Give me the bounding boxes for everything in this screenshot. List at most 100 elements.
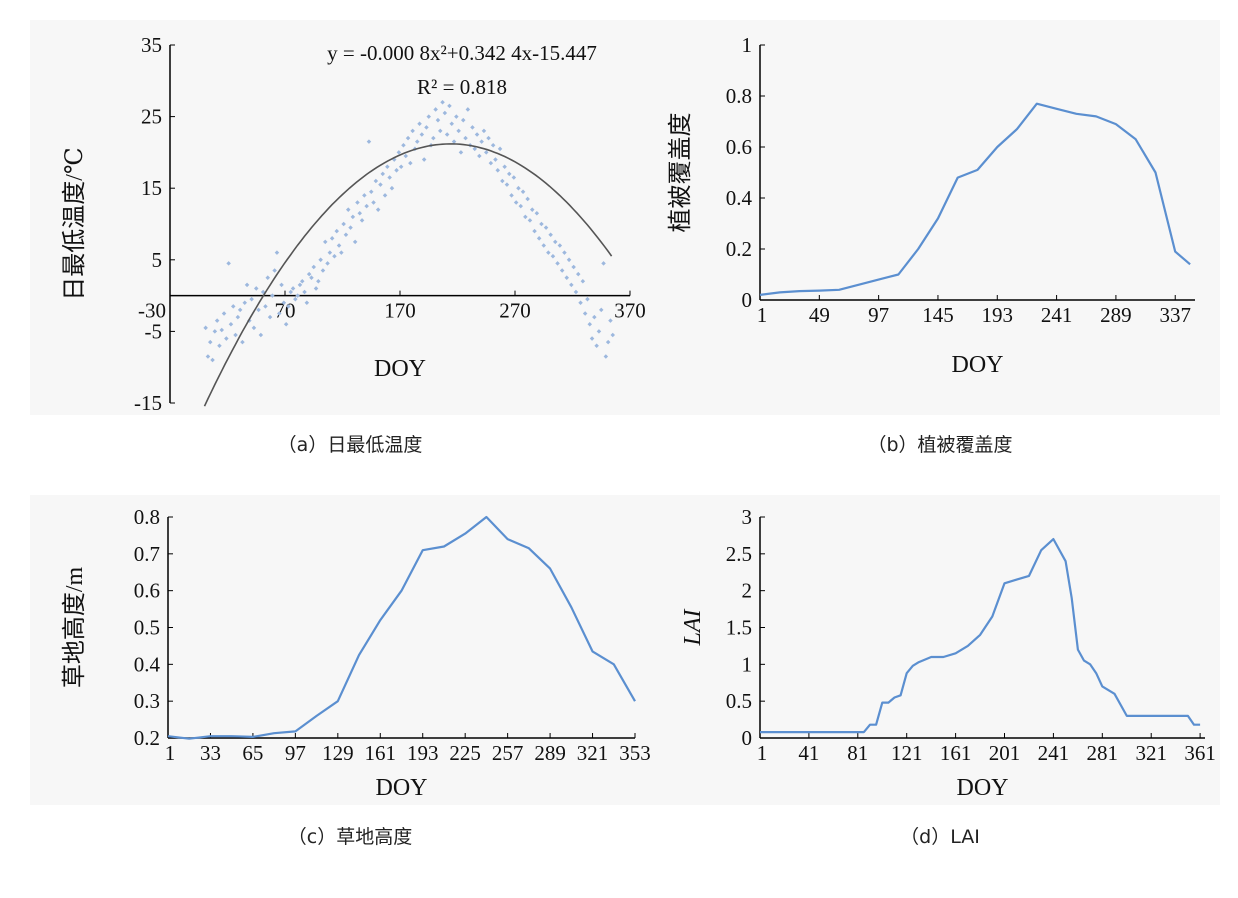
data-point — [299, 279, 305, 284]
x-tick-label: 161 — [940, 741, 972, 765]
data-point — [274, 250, 280, 255]
data-point — [598, 307, 604, 313]
data-point — [224, 336, 229, 341]
data-point — [518, 203, 524, 209]
data-point — [465, 107, 471, 112]
data-point — [345, 207, 351, 212]
data-point — [304, 300, 310, 306]
data-point — [396, 150, 402, 155]
data-point — [371, 200, 376, 205]
data-point — [513, 200, 519, 205]
x-axis-label: DOY — [376, 775, 428, 801]
data-point — [309, 275, 314, 280]
data-point — [306, 271, 312, 277]
x-tick-label: 161 — [365, 741, 397, 765]
y-tick-label: 0.4 — [134, 652, 161, 676]
data-point — [426, 114, 432, 119]
data-point — [437, 128, 443, 134]
data-point — [311, 264, 317, 270]
data-point — [203, 325, 208, 331]
x-tick-label: 1 — [165, 741, 176, 765]
data-point — [610, 332, 616, 338]
y-tick-label: 0.6 — [134, 579, 160, 603]
data-point — [375, 207, 381, 212]
x-tick-label: 257 — [492, 741, 524, 765]
data-point — [212, 329, 218, 334]
data-point — [258, 332, 264, 338]
data-point — [601, 261, 606, 266]
y-tick-label: 0.8 — [726, 84, 752, 108]
data-point — [458, 150, 464, 155]
min-temperature-chart: -15 -5 5 15 25 35 -30 70 170 270 370 DOY 日最低温度/℃ y = … — [61, 33, 646, 415]
data-point — [414, 139, 420, 144]
data-point — [449, 121, 455, 127]
data-point — [592, 314, 597, 320]
grass-height-chart: 0.2 0.3 0.4 0.5 0.6 0.7 0.8 1 33 65 97 129 161 193 225… — [61, 505, 651, 801]
data-point — [463, 135, 468, 141]
x-tick-label: 129 — [322, 741, 354, 765]
data-point — [283, 321, 289, 327]
data-point — [532, 228, 537, 234]
x-tick-label: 289 — [1100, 303, 1132, 327]
x-tick-label: 321 — [577, 741, 609, 765]
data-point — [456, 128, 461, 134]
data-point — [368, 189, 374, 195]
y-tick-label: 0 — [742, 288, 753, 312]
data-point — [557, 243, 563, 248]
y-tick-label: 0.5 — [134, 616, 160, 640]
data-point — [302, 289, 307, 295]
y-tick-label: 35 — [141, 33, 162, 57]
x-tick-label: 121 — [891, 741, 923, 765]
y-tick-label: 0.4 — [726, 186, 753, 210]
data-point — [477, 153, 482, 159]
data-point — [322, 239, 328, 245]
data-point — [502, 164, 507, 169]
data-point — [339, 250, 344, 255]
data-point — [424, 125, 429, 130]
data-point — [405, 135, 411, 141]
x-tick-label: 225 — [449, 741, 481, 765]
data-point — [585, 296, 590, 302]
data-point — [539, 221, 544, 227]
data-point — [325, 261, 330, 266]
data-point — [251, 325, 257, 331]
x-tick-label: 241 — [1041, 303, 1073, 327]
data-point — [362, 193, 367, 198]
data-point — [479, 139, 484, 144]
data-point — [546, 250, 551, 255]
data-point — [403, 153, 409, 159]
data-point — [380, 171, 386, 177]
data-point — [543, 225, 549, 230]
x-tick-label: 49 — [809, 303, 830, 327]
data-point — [389, 185, 395, 191]
data-point — [410, 128, 415, 134]
data-point — [334, 228, 340, 234]
y-tick-label: 0.2 — [726, 237, 752, 261]
data-point — [387, 175, 392, 180]
series-line — [167, 515, 636, 740]
y-tick-label: 3 — [742, 505, 753, 529]
data-point — [364, 203, 369, 209]
data-point — [483, 150, 489, 155]
data-point — [327, 250, 333, 255]
data-point — [582, 311, 588, 316]
x-tick-label: 201 — [989, 741, 1021, 765]
chart-panel-c: 0.2 0.3 0.4 0.5 0.6 0.7 0.8 1 33 65 97 129 161 193 225… — [30, 495, 670, 805]
data-point — [398, 164, 404, 169]
x-tick-label: 193 — [407, 741, 439, 765]
data-point — [548, 232, 553, 238]
data-point — [596, 329, 602, 334]
data-point — [297, 282, 303, 288]
data-point — [460, 117, 466, 123]
y-tick-label: 0.2 — [134, 726, 160, 750]
data-point — [541, 243, 547, 248]
data-point — [348, 225, 353, 230]
data-point — [279, 282, 284, 288]
data-point — [454, 114, 459, 119]
y-tick-label: -15 — [134, 391, 162, 415]
data-point — [288, 289, 294, 295]
data-point — [355, 200, 360, 205]
x-tick-label: 33 — [200, 741, 221, 765]
data-point — [534, 210, 540, 216]
data-point — [320, 268, 326, 273]
